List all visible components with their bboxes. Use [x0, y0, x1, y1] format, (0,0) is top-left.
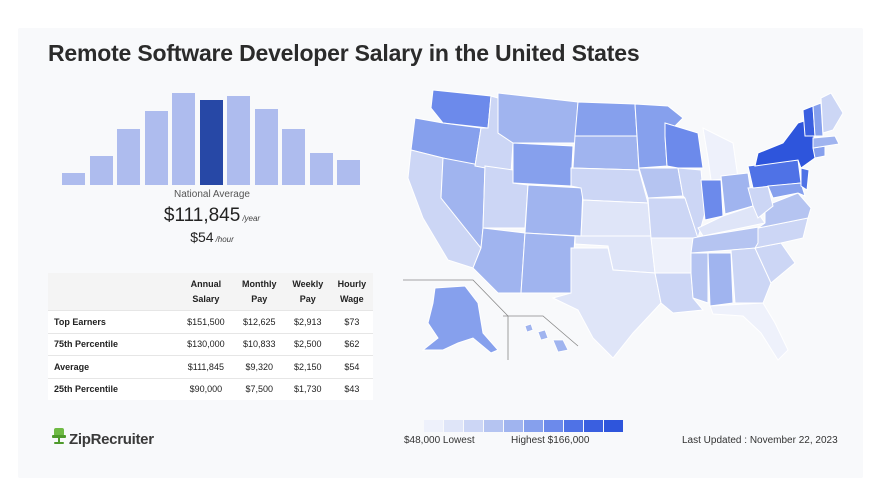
- cell-monthly: $12,625: [233, 310, 285, 333]
- state-fl: [709, 302, 789, 361]
- legend-swatch: [484, 420, 503, 432]
- header-monthly: Monthly Pay: [233, 273, 285, 311]
- table-row: Top Earners $151,500 $12,625 $2,913 $73: [48, 310, 373, 333]
- cell-weekly: $2,500: [284, 332, 331, 356]
- cell-weekly: $2,913: [284, 310, 331, 333]
- chair-icon: [52, 428, 66, 450]
- table-header-row: Annual Salary Monthly Pay Weekly Pay Hourly…: [48, 273, 373, 311]
- header-blank: [48, 273, 178, 311]
- histogram-bar: [117, 129, 140, 185]
- legend-swatch: [504, 420, 523, 432]
- state-wy: [512, 142, 574, 187]
- us-salary-map: [403, 89, 844, 361]
- legend-swatch: [424, 420, 443, 432]
- brand-name: ZipRecruiter: [69, 430, 154, 448]
- state-in: [700, 179, 724, 221]
- state-ar: [650, 237, 694, 274]
- state-co: [524, 184, 584, 237]
- cell-weekly: $2,150: [284, 355, 331, 378]
- state-nm: [520, 232, 576, 294]
- legend-high-label: Highest $166,000: [511, 435, 590, 446]
- table-row: 75th Percentile $130,000 $10,833 $2,500 …: [48, 332, 373, 356]
- state-hi: [524, 323, 569, 353]
- state-ms: [690, 252, 709, 304]
- cell-annual: $130,000: [178, 332, 234, 356]
- state-nh: [812, 102, 824, 137]
- histogram-bar: [62, 173, 85, 185]
- row-label: 25th Percentile: [48, 377, 178, 400]
- ziprecruiter-logo[interactable]: ZipRecruiter: [52, 428, 154, 450]
- page-title: Remote Software Developer Salary in the …: [48, 40, 640, 66]
- hourly-value: $54: [190, 229, 214, 245]
- national-average-annual: $111,845/year: [62, 205, 362, 227]
- legend-swatch: [604, 420, 623, 432]
- histogram-bar: [89, 156, 113, 185]
- last-updated: Last Updated : November 22, 2023: [682, 435, 838, 446]
- histogram-bar: [282, 129, 305, 185]
- state-tx: [551, 247, 662, 359]
- cell-annual: $111,845: [178, 355, 234, 378]
- cell-annual: $151,500: [178, 310, 234, 333]
- histogram-bar: [227, 96, 250, 185]
- legend-swatch: [524, 420, 543, 432]
- state-ma: [812, 135, 840, 149]
- table-row: Average $111,845 $9,320 $2,150 $54: [48, 355, 373, 378]
- state-nj: [800, 167, 810, 191]
- legend-swatch: [464, 420, 483, 432]
- legend-swatch: [564, 420, 583, 432]
- cell-monthly: $10,833: [233, 332, 285, 356]
- legend-swatch: [544, 420, 563, 432]
- hourly-unit: /hour: [215, 235, 234, 244]
- histogram-bar-highlight: [199, 100, 223, 185]
- histogram-bar: [309, 153, 333, 185]
- histogram-bar: [144, 111, 168, 185]
- state-ne: [570, 167, 649, 204]
- state-wi: [664, 122, 704, 169]
- row-label: Top Earners: [48, 310, 178, 333]
- state-al: [707, 252, 734, 307]
- header-annual: Annual Salary: [178, 273, 234, 311]
- histogram-bar: [254, 109, 278, 185]
- state-nd: [574, 101, 638, 137]
- state-ks: [580, 199, 652, 237]
- table-row: 25th Percentile $90,000 $7,500 $1,730 $4…: [48, 377, 373, 400]
- cell-hourly: $43: [330, 377, 373, 400]
- header-weekly: Weekly Pay: [284, 273, 331, 311]
- national-average-label: National Average: [174, 189, 250, 200]
- cell-annual: $90,000: [178, 377, 234, 400]
- inset-line: [403, 279, 509, 360]
- state-mt: [497, 92, 579, 144]
- legend-swatch: [584, 420, 603, 432]
- row-label: 75th Percentile: [48, 332, 178, 356]
- salary-histogram: [62, 90, 362, 185]
- state-md: [767, 182, 806, 199]
- cell-weekly: $1,730: [284, 377, 331, 400]
- cell-hourly: $54: [330, 355, 373, 378]
- header-hourly: Hourly Wage: [330, 273, 373, 311]
- national-average-hourly: $54/hour: [62, 229, 362, 247]
- histogram-bar: [172, 93, 195, 185]
- inset-line-hi: [503, 315, 579, 347]
- legend-swatch: [444, 420, 463, 432]
- salary-table: Annual Salary Monthly Pay Weekly Pay Hourly…: [48, 273, 373, 400]
- legend-low-label: $48,000 Lowest: [404, 435, 475, 446]
- state-mi: [702, 127, 739, 181]
- cell-monthly: $9,320: [233, 355, 285, 378]
- annual-unit: /year: [242, 214, 261, 223]
- cell-hourly: $73: [330, 310, 373, 333]
- cell-hourly: $62: [330, 332, 373, 356]
- row-label: Average: [48, 355, 178, 378]
- map-legend: [424, 420, 624, 432]
- state-me: [820, 92, 844, 134]
- state-ak: [421, 285, 499, 354]
- annual-value: $111,845: [163, 205, 241, 226]
- cell-monthly: $7,500: [233, 377, 285, 400]
- histogram-bar: [337, 160, 360, 185]
- state-sd: [572, 135, 640, 171]
